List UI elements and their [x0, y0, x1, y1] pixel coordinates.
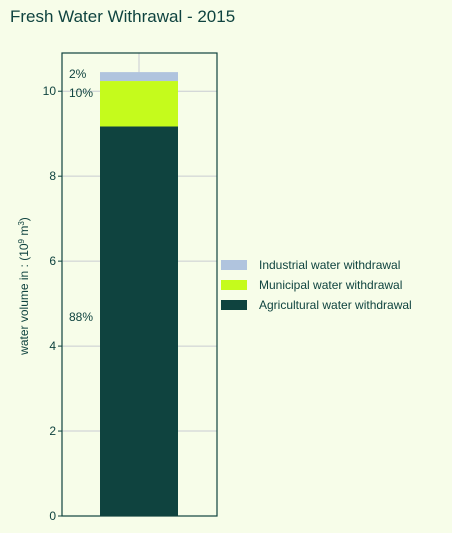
legend-label: Municipal water withdrawal: [259, 278, 403, 292]
legend-swatch: [221, 300, 247, 310]
percent-label: 88%: [69, 310, 93, 324]
plot-frame: [61, 52, 218, 517]
legend-label: Industrial water withdrawal: [259, 258, 401, 272]
legend-item: Industrial water withdrawal: [221, 255, 412, 275]
y-tick-label: 10: [43, 84, 57, 98]
y-tick-label: 0: [49, 509, 56, 523]
legend-item: Agricultural water withdrawal: [221, 295, 412, 315]
percent-label: 10%: [69, 86, 93, 100]
legend-swatch: [221, 280, 247, 290]
bar-stack: [100, 72, 178, 516]
chart-title: Fresh Water Withrawal - 2015: [10, 7, 236, 26]
percent-label: 2%: [69, 67, 87, 81]
legend-label: Agricultural water withdrawal: [259, 298, 412, 312]
y-tick-label: 8: [49, 169, 56, 183]
bar-segment: [100, 81, 178, 127]
legend: Industrial water withdrawal Municipal wat…: [221, 255, 412, 315]
y-axis-label: water volume in : (109 m3): [17, 217, 32, 356]
axes: 0 2 4 6 8 10: [43, 52, 218, 523]
bar-segment: [100, 126, 178, 516]
bar-segment: [100, 72, 178, 82]
percent-labels: 88% 10% 2%: [69, 67, 93, 324]
legend-swatch: [221, 260, 247, 270]
y-tick-label: 4: [49, 339, 56, 353]
y-tick-label: 2: [49, 424, 56, 438]
legend-item: Municipal water withdrawal: [221, 275, 412, 295]
y-tick-label: 6: [49, 254, 56, 268]
